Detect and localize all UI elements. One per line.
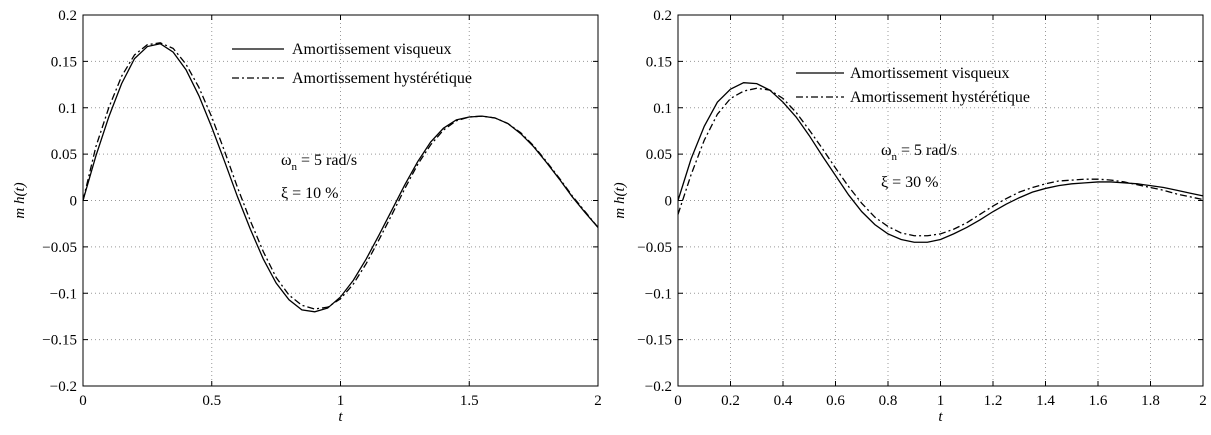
x-axis-label: t — [938, 409, 943, 425]
x-tick-label: 2 — [594, 393, 602, 409]
omega-symbol: ω — [281, 152, 292, 169]
chart-2: 0 0.2 0.4 0.6 0.8 1 1.2 1.4 1.6 1.8 2 −0.2 −0.15 −0.1… — [612, 8, 1207, 425]
omega-value: = 5 rad/s — [297, 152, 357, 169]
series-line-visqueux — [677, 82, 1204, 243]
legend-label: Amortissement hystérétique — [850, 89, 1030, 106]
omega-value: = 5 rad/s — [897, 142, 957, 159]
y-tick-label: 0.1 — [58, 101, 77, 117]
x-tick-label: 1.5 — [460, 393, 479, 409]
y-tick-label: −0.05 — [637, 240, 672, 256]
legend-label: Amortissement hystérétique — [292, 70, 472, 87]
x-tick-label: 0 — [79, 393, 87, 409]
y-tick-label: 0.15 — [51, 54, 77, 70]
x-tick-label: 1 — [937, 393, 945, 409]
y-tick-label: 0.15 — [646, 54, 672, 70]
xi-annotation: ξ = 30 % — [881, 174, 938, 191]
y-tick-label: −0.1 — [645, 286, 672, 302]
y-tick-label: 0 — [70, 194, 78, 210]
omega-symbol: ω — [881, 142, 892, 159]
legend-label: Amortissement visqueux — [292, 41, 452, 58]
y-tick-label: −0.2 — [645, 379, 672, 395]
y-tick-label: −0.1 — [50, 286, 77, 302]
x-tick-label: 0.4 — [774, 393, 793, 409]
y-tick-label: −0.15 — [637, 333, 672, 349]
x-tick-label: 1 — [337, 393, 345, 409]
series-line-visqueux — [82, 43, 599, 313]
x-tick-label: 1.4 — [1036, 393, 1055, 409]
x-tick-label: 1.6 — [1089, 393, 1108, 409]
series-line-hysteretique — [82, 42, 599, 310]
y-tick-label: 0.05 — [646, 147, 672, 163]
y-tick-label: 0.05 — [51, 147, 77, 163]
x-tick-label: 0.6 — [826, 393, 845, 409]
omega-subscript: n — [292, 161, 298, 173]
y-tick-label: −0.2 — [50, 379, 77, 395]
legend-label: Amortissement visqueux — [850, 65, 1010, 82]
y-tick-label: −0.05 — [42, 240, 77, 256]
y-tick-label: 0 — [665, 194, 673, 210]
x-tick-label: 1.2 — [984, 393, 1003, 409]
y-tick-label: 0.1 — [653, 101, 672, 117]
x-tick-label: 0.5 — [202, 393, 221, 409]
y-tick-label: 0.2 — [58, 8, 77, 24]
x-tick-label: 0.8 — [879, 393, 898, 409]
chart-1: 0 0.5 1 1.5 2 −0.2 −0.15 −0.1 −0.05 0 0.05 0.1 0.15 0… — [12, 8, 602, 425]
x-tick-label: 1.8 — [1141, 393, 1160, 409]
series-line-hysteretique — [677, 87, 1204, 237]
x-axis-label: t — [338, 409, 343, 425]
y-axis-label: m h(t) — [12, 182, 28, 218]
omega-subscript: n — [892, 151, 898, 163]
xi-annotation: ξ = 10 % — [281, 185, 338, 202]
x-tick-label: 0.2 — [721, 393, 740, 409]
x-tick-label: 2 — [1199, 393, 1207, 409]
x-tick-label: 0 — [674, 393, 682, 409]
omega-annotation: ωn = 5 rad/s — [281, 152, 357, 173]
omega-annotation: ωn = 5 rad/s — [881, 142, 957, 163]
y-tick-label: −0.15 — [42, 333, 77, 349]
y-tick-label: 0.2 — [653, 8, 672, 24]
y-axis-label: m h(t) — [612, 182, 628, 218]
